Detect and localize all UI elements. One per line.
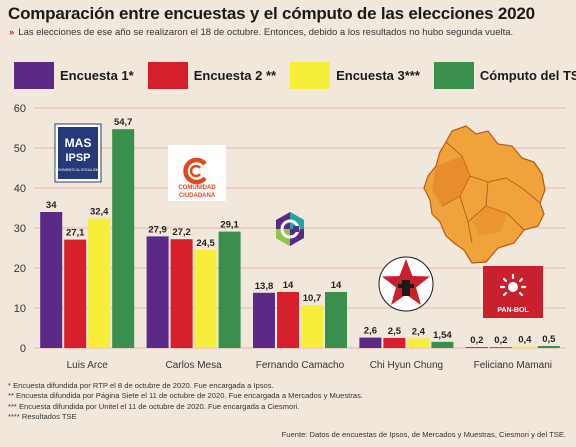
value-labels: 34 27,1 32,4 54,7 27,9 27,2 24,5 29,1 13,8 14 10,7… xyxy=(46,117,556,346)
pan-bol-logo: PAN-BOL xyxy=(483,266,543,318)
legend-swatch xyxy=(290,62,331,89)
bar-value-label: 24,5 xyxy=(196,238,215,249)
bar-value-label: 14 xyxy=(331,280,342,291)
bar xyxy=(537,346,560,348)
legend-swatch xyxy=(14,62,54,89)
category-labels: Luis Arce Carlos Mesa Fernando Camacho Chi … xyxy=(67,360,552,371)
legend-item-encuesta-2: Encuesta 2 ** xyxy=(147,62,277,89)
creemos-logo-icon xyxy=(276,212,304,246)
bar xyxy=(383,338,406,348)
y-tick-labels: 0 10 20 30 40 50 60 xyxy=(14,103,26,355)
bar xyxy=(40,212,63,348)
bars xyxy=(40,129,560,348)
y-tick-label: 10 xyxy=(14,303,26,315)
bar-value-label: 1,54 xyxy=(433,330,452,341)
legend-label: Cómputo del TSE xyxy=(479,68,576,83)
bar-value-label: 10,7 xyxy=(303,293,322,304)
bar-value-label: 0,4 xyxy=(518,334,532,345)
footnote: *** Encuesta difundida por Unitel el 11 … xyxy=(8,401,300,411)
cc-logo-text-2: CIUDADANA xyxy=(179,193,216,199)
bar-value-label: 0,2 xyxy=(494,335,507,346)
bar-value-label: 0,2 xyxy=(470,335,483,346)
legend-swatch xyxy=(433,62,474,89)
category-label: Chi Hyun Chung xyxy=(370,360,443,371)
y-tick-label: 50 xyxy=(14,143,26,155)
bar xyxy=(64,239,87,348)
legend-swatch xyxy=(147,62,188,89)
footnote: * Encuesta difundida por RTP el 8 de oct… xyxy=(8,381,274,390)
category-label: Carlos Mesa xyxy=(166,360,223,371)
bar xyxy=(325,292,347,348)
bar-value-label: 27,2 xyxy=(172,227,191,238)
mas-logo-small: MOVIMIENTO AL SOCIALISMO xyxy=(55,168,101,172)
bar-value-label: 54,7 xyxy=(114,117,133,128)
subtitle: » Las elecciones de ese año se realizaron… xyxy=(9,27,513,38)
bar-value-label: 34 xyxy=(46,200,57,211)
bar xyxy=(112,129,135,348)
pan-bol-logo-text: PAN-BOL xyxy=(497,307,529,314)
bar xyxy=(301,305,323,348)
bar xyxy=(465,347,488,348)
bar-value-label: 2,6 xyxy=(364,326,377,337)
bar-value-label: 32,4 xyxy=(90,206,109,217)
y-tick-label: 0 xyxy=(20,343,26,355)
bar xyxy=(431,341,454,348)
y-tick-label: 40 xyxy=(14,183,26,195)
footnote: ** Encuesta difundida por Página Siete e… xyxy=(8,391,363,401)
mas-logo-text-2: IPSP xyxy=(65,152,90,164)
bar xyxy=(277,292,299,348)
bolivia-map-icon xyxy=(423,125,546,264)
page-title: Comparación entre encuestas y el cómputo… xyxy=(8,4,535,23)
footnotes: * Encuesta difundida por RTP el 8 de oct… xyxy=(8,381,363,423)
bar xyxy=(253,292,275,348)
bar xyxy=(489,347,512,348)
bar xyxy=(88,218,111,348)
legend-item-encuesta-3: Encuesta 3*** xyxy=(290,62,420,89)
y-tick-label: 60 xyxy=(14,103,26,115)
cc-logo-text-1: COMUNIDAD xyxy=(178,185,216,191)
bar-chart: 34 27,1 32,4 54,7 27,9 27,2 24,5 29,1 13,8 14 10,7… xyxy=(14,103,566,371)
legend-label: Encuesta 3*** xyxy=(336,68,420,83)
bar-value-label: 14 xyxy=(283,280,294,291)
y-tick-label: 30 xyxy=(14,223,26,235)
mas-logo-text-1: MAS xyxy=(65,136,92,150)
legend-item-encuesta-1: Encuesta 1* xyxy=(14,62,134,89)
bar xyxy=(513,346,536,348)
footnote: **** Resultados TSE xyxy=(8,412,77,422)
bar xyxy=(359,337,382,348)
subtitle-marker: » xyxy=(9,27,15,38)
fpv-star-logo-icon xyxy=(378,256,434,312)
category-label: Luis Arce xyxy=(67,360,109,371)
bar-value-label: 27,1 xyxy=(66,228,85,239)
y-tick-label: 20 xyxy=(14,263,26,275)
category-label: Fernando Camacho xyxy=(256,360,345,371)
bar xyxy=(146,236,169,348)
legend: Encuesta 1* Encuesta 2 ** Encuesta 3*** … xyxy=(14,62,576,89)
legend-label: Encuesta 2 ** xyxy=(193,68,277,83)
bar-value-label: 2,5 xyxy=(388,326,402,337)
bar-value-label: 13,8 xyxy=(255,281,274,292)
legend-item-computo-tse: Cómputo del TSE xyxy=(433,62,576,89)
mas-ipsp-logo: MAS IPSP MOVIMIENTO AL SOCIALISMO xyxy=(54,123,102,183)
subtitle-text: Las elecciones de ese año se realizaron … xyxy=(18,27,514,38)
legend-label: Encuesta 1* xyxy=(60,68,134,83)
source-note: Fuente: Datos de encuestas de Ipsos, de … xyxy=(281,430,566,439)
bar xyxy=(218,231,241,348)
comunidad-ciudadana-logo: COMUNIDAD CIUDADANA xyxy=(168,145,226,201)
bar-value-label: 2,4 xyxy=(412,326,426,337)
bar xyxy=(407,338,430,348)
bar-value-label: 29,1 xyxy=(220,220,239,231)
category-label: Feliciano Mamani xyxy=(474,360,552,371)
bar-value-label: 27,9 xyxy=(148,224,167,235)
bar xyxy=(170,239,193,348)
bar-value-label: 0,5 xyxy=(542,334,556,345)
bar xyxy=(194,250,217,348)
